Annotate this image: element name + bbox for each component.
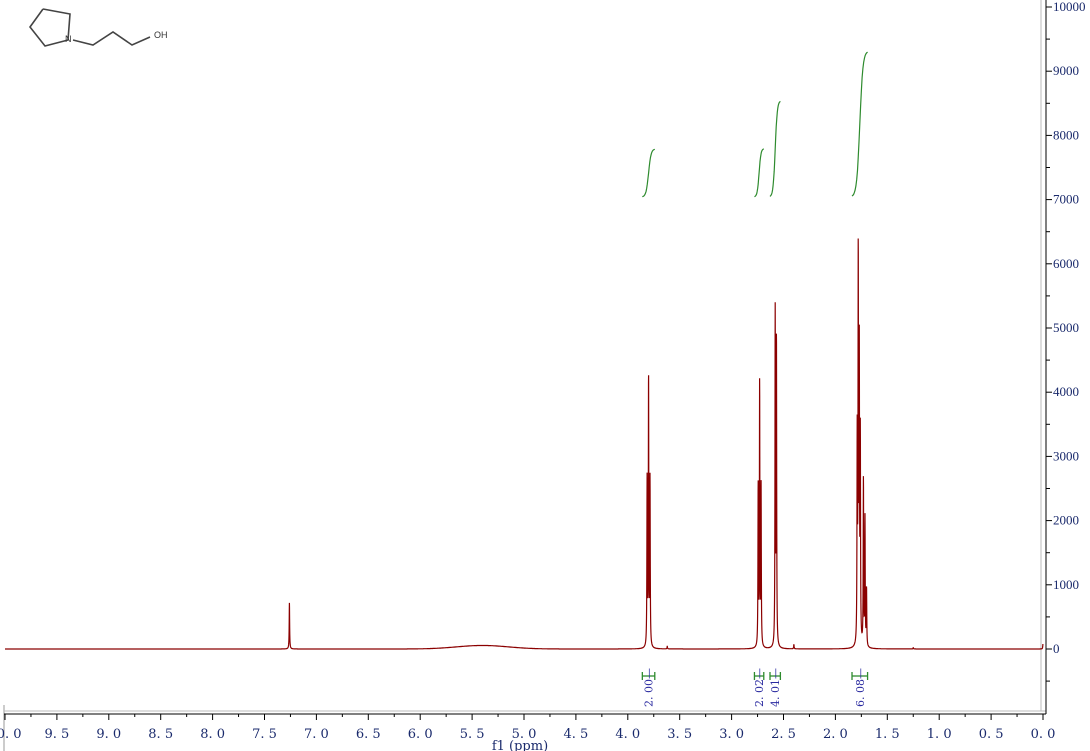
molecule-structure: N OH xyxy=(28,8,168,47)
x-tick-label: 2. 0 xyxy=(823,727,848,742)
x-tick-label: 7. 0 xyxy=(304,727,329,742)
integral-curve xyxy=(851,51,868,197)
x-tick-label: 0. 5 xyxy=(979,727,1004,742)
x-axis-label: f1 (ppm) xyxy=(492,739,548,751)
y-tick-label: 6000 xyxy=(1053,256,1079,271)
x-tick-label: 9. 0 xyxy=(96,727,121,742)
x-tick-label: 6. 0 xyxy=(408,727,433,742)
x-axis: 10. 0 9. 5 9. 0 8. 5 8. 0 7. 5 7. 0 6. 5 6. 0 5. … xyxy=(0,714,1055,742)
x-tick-label: 7. 5 xyxy=(252,727,277,742)
y-tick-label: 0 xyxy=(1053,641,1060,656)
y-tick-label: 7000 xyxy=(1053,192,1079,207)
x-tick-label: 9. 5 xyxy=(44,727,69,742)
integral-curve xyxy=(769,100,781,197)
x-tick-label: 2. 5 xyxy=(771,727,796,742)
x-tick-label: 0. 0 xyxy=(1031,727,1056,742)
y-tick-label: 4000 xyxy=(1053,384,1079,399)
x-tick-label: 1. 0 xyxy=(927,727,952,742)
integral-curve xyxy=(642,148,655,198)
y-tick-label: 9000 xyxy=(1053,63,1079,78)
x-tick-label: 4. 5 xyxy=(563,727,588,742)
integral-label: 4. 01— xyxy=(769,668,782,707)
x-tick-label: 4. 0 xyxy=(615,727,640,742)
integral-label: 6. 08— xyxy=(854,668,867,707)
nitrogen-label: N xyxy=(65,34,72,44)
hydroxyl-label: OH xyxy=(154,30,168,40)
pyrrolidine-ring xyxy=(28,8,71,47)
propyl-chain xyxy=(72,31,151,46)
x-tick-label: 3. 0 xyxy=(719,727,744,742)
x-tick-label: 3. 5 xyxy=(667,727,692,742)
integral-curve xyxy=(754,148,765,198)
x-tick-label: 10. 0 xyxy=(0,727,22,742)
integral-label: 2. 00— xyxy=(643,668,656,707)
y-tick-label: 10000 xyxy=(1053,0,1086,14)
y-tick-label: 3000 xyxy=(1053,448,1079,463)
x-tick-label: 8. 5 xyxy=(148,727,173,742)
y-tick-label: 1000 xyxy=(1053,577,1079,592)
x-tick-label: 5. 0 xyxy=(512,727,537,742)
y-axis: 1000090008000700060005000400030002000100… xyxy=(1046,0,1086,682)
y-tick-label: 5000 xyxy=(1053,320,1079,335)
x-tick-label: 5. 5 xyxy=(460,727,485,742)
integral-label: 2. 02— xyxy=(753,668,766,707)
y-tick-label: 2000 xyxy=(1053,513,1079,528)
x-tick-label: 1. 5 xyxy=(875,727,900,742)
integrals: 2. 00— 2. 02— 4. 01— 6. 08— xyxy=(641,51,869,707)
spectrum-line xyxy=(5,238,1044,650)
y-tick-label: 8000 xyxy=(1053,127,1079,142)
x-tick-label: 8. 0 xyxy=(200,727,225,742)
x-tick-label: 6. 5 xyxy=(356,727,381,742)
